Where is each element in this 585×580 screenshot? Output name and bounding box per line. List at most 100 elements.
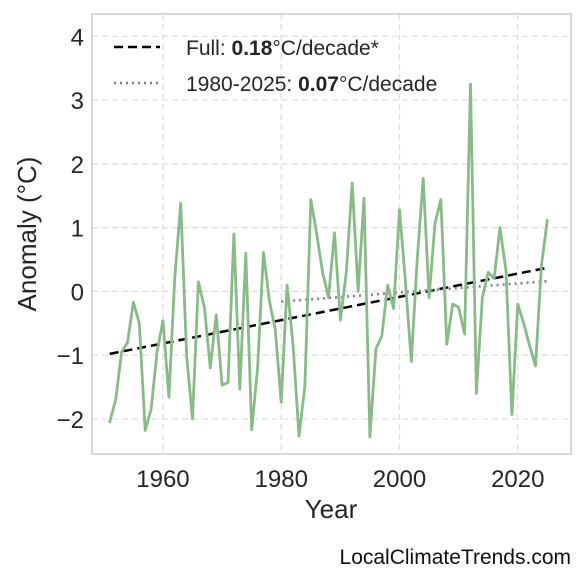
legend-full-prefix: Full: [186, 37, 232, 60]
anomaly-data-point [534, 364, 537, 368]
anomaly-data-point [132, 301, 135, 304]
anomaly-data-point [321, 271, 324, 274]
anomaly-data-point [126, 341, 129, 344]
anomaly-data-point [404, 279, 407, 283]
anomaly-data-point [197, 280, 200, 284]
anomaly-data-point [439, 198, 443, 201]
anomaly-data-point [173, 276, 176, 279]
legend-full-value: 0.18 [232, 37, 273, 60]
anomaly-data-point [291, 344, 295, 347]
y-tick-label: 4 [71, 24, 84, 51]
legend-recent-value: 0.07 [298, 73, 339, 96]
y-tick-label: 2 [71, 152, 84, 179]
anomaly-data-point [540, 264, 543, 268]
anomaly-data-point [416, 258, 419, 261]
anomaly-data-point [481, 296, 484, 299]
anomaly-data-point [114, 398, 117, 401]
anomaly-data-point [232, 232, 236, 236]
anomaly-data-point [108, 420, 111, 424]
anomaly-data-point [546, 218, 549, 222]
anomaly-data-point [445, 343, 449, 346]
tick-labels: 1960 1980 2000 2020 −2 −1 0 1 2 3 4 [57, 24, 545, 493]
x-tick-label: 2000 [373, 466, 426, 493]
anomaly-data-point [191, 417, 194, 421]
anomaly-data-point [492, 277, 496, 280]
anomaly-data-point [504, 269, 508, 273]
anomaly-data-point [356, 290, 360, 293]
anomaly-data-point [368, 435, 372, 438]
anomaly-data-point [522, 322, 525, 325]
anomaly-data-point [345, 271, 348, 274]
anomaly-data-point [203, 306, 206, 309]
anomaly-data-point [179, 202, 182, 205]
anomaly-data-point [516, 302, 519, 306]
series [108, 82, 549, 439]
x-tick-label: 1960 [136, 466, 189, 493]
anomaly-data-point [315, 232, 318, 236]
anomaly-data-point [167, 396, 171, 399]
legend-recent-prefix: 1980-2025: [186, 73, 298, 96]
anomaly-data-point [250, 428, 253, 431]
anomaly-data-point [463, 332, 466, 336]
anomaly-data-point [392, 307, 395, 310]
anomaly-data-point [350, 181, 354, 185]
anomaly-data-point [120, 350, 123, 354]
plot-background [92, 14, 571, 454]
anomaly-data-point [297, 434, 301, 438]
anomaly-data-point [498, 226, 502, 229]
anomaly-data-point [380, 334, 383, 338]
anomaly-data-point [457, 306, 460, 309]
anomaly-data-point [374, 347, 378, 350]
anomaly-data-point [274, 328, 277, 331]
anomaly-data-point [268, 299, 271, 303]
anomaly-data-point [303, 384, 307, 387]
anomaly-data-point [161, 319, 165, 322]
anomaly-data-point [185, 353, 188, 357]
anomaly-data-point [410, 360, 413, 363]
anomaly-data-point [528, 344, 531, 347]
anomaly-data-point [262, 251, 265, 254]
anomaly-data-point [138, 322, 141, 325]
anomaly-data-point [327, 296, 330, 299]
anomaly-data-point [238, 387, 242, 391]
y-tick-label: 3 [71, 88, 84, 115]
anomaly-data-point [280, 401, 283, 404]
anomaly-data-point [386, 283, 389, 287]
anomaly-data-point [427, 296, 431, 299]
x-axis-label: Year [305, 494, 358, 524]
y-tick-label: −1 [57, 343, 84, 370]
legend-label-full-trend: Full: 0.18°C/decade* [186, 37, 379, 60]
anomaly-data-point [285, 283, 289, 287]
x-tick-label: 2020 [491, 466, 544, 493]
anomaly-data-point [362, 197, 366, 200]
anomaly-data-point [214, 313, 218, 317]
anomaly-data-point [309, 198, 313, 201]
anomaly-data-point [398, 208, 401, 211]
x-tick-label: 1980 [255, 466, 308, 493]
y-tick-label: 1 [71, 216, 84, 243]
anomaly-data-point [226, 381, 230, 384]
anomaly-data-point [333, 231, 336, 234]
anomaly-data-point [144, 429, 147, 432]
anomaly-data-point [421, 177, 425, 180]
legend-recent-suffix: °C/decade [339, 73, 437, 96]
anomaly-data-point [220, 383, 224, 387]
anomaly-data-point [155, 350, 159, 354]
anomaly-data-point [339, 318, 342, 322]
anomaly-data-point [451, 302, 454, 306]
y-axis-label: Anomaly (°C) [12, 157, 42, 312]
anomaly-data-point [209, 366, 212, 370]
legend-label-recent-trend: 1980-2025: 0.07°C/decade [186, 73, 437, 96]
anomaly-data-point [256, 366, 259, 370]
anomaly-data-point [469, 82, 472, 86]
anomaly-data-point [487, 271, 490, 274]
anomaly-data-point [149, 408, 153, 411]
y-tick-label: 0 [71, 279, 84, 306]
anomaly-data-point [510, 413, 514, 416]
legend-full-suffix: °C/decade* [272, 37, 378, 60]
plot-frame [91, 13, 572, 455]
y-tick-label: −2 [57, 407, 84, 434]
grid [92, 14, 571, 454]
anomaly-data-point [244, 251, 247, 255]
